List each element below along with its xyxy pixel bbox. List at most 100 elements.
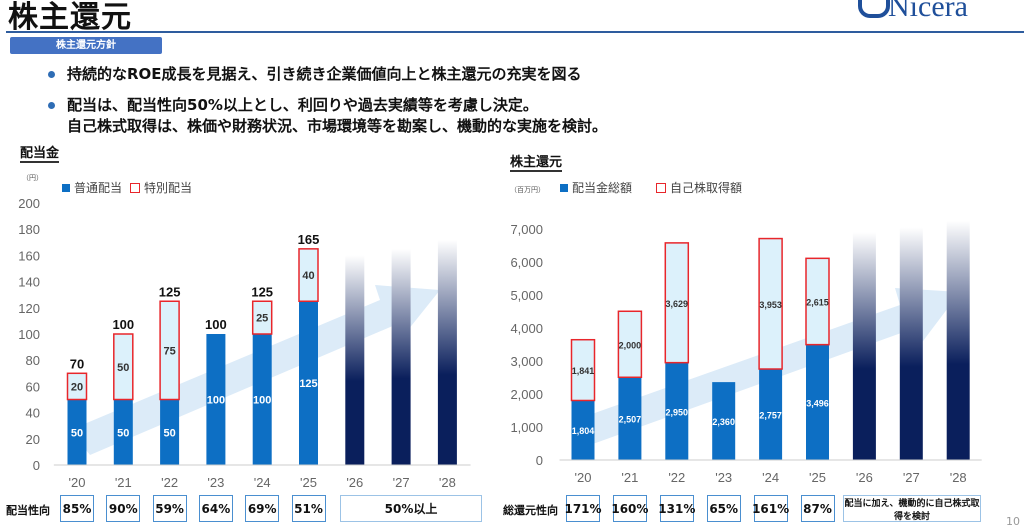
- left-ratio-box: 90%: [106, 495, 141, 522]
- bar-base-label: 2,757: [759, 411, 782, 421]
- left-ratio-box: 59%: [152, 495, 187, 522]
- bar-base: [571, 400, 595, 460]
- bar-extra-label: 3,629: [666, 299, 689, 309]
- bar-base-label: 2,950: [666, 407, 689, 417]
- x-tick-label: '23: [207, 475, 224, 490]
- bullet-2: 配当は、配当性向50%以上とし、利回りや過去実績等を考慮し決定。: [48, 94, 538, 115]
- forecast-bar: [345, 255, 365, 465]
- bar-extra-label: 2,615: [806, 297, 829, 307]
- forecast-bar: [899, 227, 923, 460]
- bar-base: [67, 399, 87, 465]
- y-tick-label: 5,000: [510, 288, 543, 303]
- bar-extra-label: 25: [256, 313, 268, 325]
- legend-label: 普通配当: [74, 181, 123, 195]
- legend-swatch-icon: [62, 183, 70, 192]
- bar-base: [252, 334, 272, 465]
- bar-base-label: 2,507: [619, 415, 642, 425]
- bar-total-label: 100: [112, 317, 134, 332]
- bullet-2-cont: 自己株式取得は、株価や財務状況、市場環境等を勘案し、機動的な実施を検討。: [67, 117, 608, 135]
- bar-base: [759, 369, 783, 460]
- left-unit: （円）: [22, 174, 43, 182]
- x-tick-label: '22: [161, 475, 178, 490]
- y-tick-label: 4,000: [510, 321, 543, 336]
- x-tick-label: '20: [69, 475, 86, 490]
- legend-swatch-icon: [560, 183, 568, 192]
- right-future-box: 配当に加え、機動的に自己株式取得を検討: [843, 495, 981, 522]
- right-ratio-label: 総還元性向: [503, 504, 558, 517]
- bar-extra: [251, 300, 273, 335]
- bar-extra: [664, 242, 690, 364]
- bullet-dot-icon: [48, 71, 55, 78]
- right-ratio-box: 160%: [611, 495, 648, 522]
- page-number: 10: [1006, 515, 1020, 528]
- bar-base-label: 125: [299, 378, 317, 390]
- bar-extra-label: 40: [302, 270, 314, 282]
- bar-base: [806, 344, 829, 460]
- legend-swatch-icon: [130, 182, 141, 193]
- bar-extra: [298, 248, 319, 303]
- y-tick-label: 1,000: [510, 420, 543, 435]
- bullet-text: 配当は、配当性向50%以上とし、利回りや過去実績等を考慮し決定。: [67, 96, 538, 114]
- bar-extra: [570, 338, 596, 402]
- bar-base-label: 100: [253, 395, 271, 407]
- y-tick-label: 80: [26, 353, 40, 368]
- bar-total-label: 125: [159, 284, 181, 299]
- bar-base-label: 50: [117, 427, 129, 439]
- bar-extra: [113, 333, 134, 401]
- y-tick-label: 40: [26, 406, 40, 421]
- right-unit: （百万円）: [510, 186, 545, 194]
- bar-extra-label: 50: [117, 362, 129, 374]
- bar-base: [160, 399, 180, 465]
- y-tick-label: 160: [18, 248, 40, 263]
- bar-base-label: 3,496: [806, 398, 829, 408]
- x-tick-label: '26: [346, 475, 363, 490]
- x-tick-label: '27: [393, 475, 410, 490]
- y-tick-label: 2,000: [510, 387, 543, 402]
- y-tick-label: 100: [18, 327, 40, 342]
- y-tick-label: 7,000: [510, 222, 543, 237]
- left-ratio-box: 64%: [198, 495, 233, 522]
- bar-base-label: 50: [71, 427, 83, 439]
- bar-base: [618, 377, 642, 460]
- y-tick-label: 0: [33, 458, 40, 473]
- y-tick-label: 6,000: [510, 255, 543, 270]
- y-tick-label: 200: [18, 196, 40, 211]
- bar-extra: [617, 310, 643, 379]
- right-ratio-box: 65%: [706, 495, 741, 522]
- right-legend: 配当金総額 自己株取得額: [560, 179, 742, 196]
- x-tick-label: '28: [439, 475, 456, 490]
- right-ratio-box: 171%: [564, 495, 602, 522]
- bar-extra: [159, 300, 180, 401]
- legend-swatch-icon: [656, 182, 667, 193]
- bar-extra: [66, 372, 88, 401]
- bar-base: [665, 362, 689, 460]
- bar-base: [712, 382, 736, 460]
- bar-extra: [805, 257, 830, 346]
- legend-label: 自己株取得額: [670, 181, 743, 195]
- bar-base-label: 2,360: [712, 417, 735, 427]
- x-tick-label: '22: [668, 470, 685, 485]
- bar-base: [299, 301, 318, 465]
- bar-base: [206, 334, 226, 465]
- forecast-bar: [946, 220, 970, 460]
- right-ratio-box: 131%: [658, 495, 695, 522]
- logo-icon: [858, 0, 890, 18]
- y-tick-label: 60: [26, 379, 40, 394]
- bar-extra-label: 2,000: [619, 340, 642, 350]
- bullet-dot-icon: [48, 102, 55, 109]
- x-tick-label: '20: [575, 470, 592, 485]
- bar-extra-label: 1,841: [572, 366, 595, 376]
- bar-total-label: 70: [70, 356, 84, 371]
- forecast-bar: [437, 239, 457, 465]
- bar-base-label: 1,804: [572, 426, 595, 436]
- bar-extra-label: 75: [163, 345, 175, 357]
- x-tick-label: '24: [254, 475, 271, 490]
- bar-total-label: 165: [298, 232, 320, 247]
- title-divider: [6, 31, 1024, 33]
- bar-extra: [758, 237, 783, 370]
- y-tick-label: 3,000: [510, 354, 543, 369]
- page-title: 株主還元: [8, 0, 132, 35]
- x-tick-label: '25: [809, 470, 826, 485]
- x-tick-label: '24: [762, 470, 779, 485]
